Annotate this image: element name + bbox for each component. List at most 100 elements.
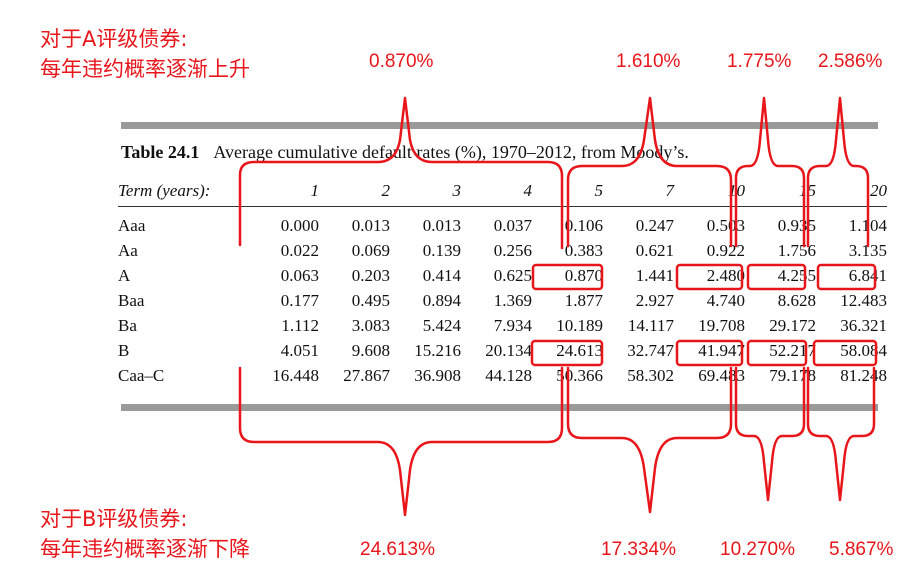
rating-label: Aa bbox=[118, 241, 138, 260]
rate-cell: 0.037 bbox=[493, 216, 532, 235]
lower-brace bbox=[566, 366, 733, 514]
table-top-rule bbox=[121, 122, 878, 129]
rate-cell: 4.051 bbox=[280, 341, 319, 360]
upper-brace bbox=[566, 96, 733, 248]
a-rating-note: 对于A评级债券: 每年违约概率逐渐上升 bbox=[40, 24, 250, 84]
rate-cell: 9.608 bbox=[351, 341, 390, 360]
rate-cell: 0.894 bbox=[422, 291, 461, 310]
lower-brace bbox=[806, 366, 876, 502]
rate-cell: 16.448 bbox=[272, 366, 319, 385]
rating-label: B bbox=[118, 341, 130, 360]
highlight-box bbox=[675, 263, 744, 291]
rating-label: Baa bbox=[118, 291, 145, 310]
rate-cell: 7.934 bbox=[493, 316, 532, 335]
a-rating-note-subtitle: 每年违约概率逐渐上升 bbox=[40, 57, 250, 81]
highlight-box bbox=[816, 263, 877, 291]
term-header: Term (years): bbox=[118, 181, 211, 200]
rate-cell: 0.063 bbox=[280, 266, 319, 285]
rate-cell: 0.247 bbox=[635, 216, 674, 235]
rate-cell: 0.177 bbox=[280, 291, 319, 310]
highlight-box bbox=[746, 263, 807, 291]
a-rating-note-title: 对于A评级债券: bbox=[40, 27, 188, 51]
term-cell: 2 bbox=[381, 181, 391, 200]
default-rate-table: Term (years): 1 2 3 4 5 7 10 15 20 Aaa 0.… bbox=[118, 176, 887, 388]
highlight-box bbox=[530, 339, 604, 367]
rate-cell: 10.189 bbox=[556, 316, 603, 335]
rate-cell: 1.369 bbox=[493, 291, 532, 310]
rate-cell: 0.000 bbox=[280, 216, 319, 235]
rate-cell: 0.203 bbox=[351, 266, 390, 285]
rate-cell: 2.480 bbox=[706, 266, 745, 285]
table-title: Table 24.1 Average cumulative default rat… bbox=[121, 142, 689, 163]
rate-cell: 4.740 bbox=[706, 291, 745, 310]
table-label: Table 24.1 bbox=[121, 142, 200, 162]
highlight-box bbox=[812, 339, 878, 367]
table-caption: Average cumulative default rates (%), 19… bbox=[213, 142, 689, 162]
table-row: B 4.051 9.608 15.216 20.134 24.613 32.747 41.94… bbox=[118, 338, 887, 363]
a-increment-label: 1.775% bbox=[727, 51, 792, 72]
rate-cell: 0.013 bbox=[351, 216, 390, 235]
rate-cell: 0.106 bbox=[564, 216, 603, 235]
a-increment-label: 0.870% bbox=[369, 51, 434, 72]
rate-cell: 0.870 bbox=[564, 266, 603, 285]
upper-brace bbox=[734, 96, 806, 248]
rate-cell: 3.083 bbox=[351, 316, 390, 335]
term-cell: 3 bbox=[452, 181, 462, 200]
rating-label: A bbox=[118, 266, 131, 285]
rate-cell: 6.841 bbox=[848, 266, 887, 285]
rate-cell: 2.927 bbox=[635, 291, 674, 310]
b-increment-label: 5.867% bbox=[829, 539, 894, 560]
rate-cell: 52.217 bbox=[769, 341, 816, 360]
term-cell: 7 bbox=[665, 181, 675, 200]
rate-cell: 19.708 bbox=[698, 316, 745, 335]
rate-cell: 41.947 bbox=[698, 341, 745, 360]
b-rating-note-title: 对于B评级债券: bbox=[40, 507, 188, 531]
rate-cell: 4.255 bbox=[777, 266, 816, 285]
rate-cell: 1.112 bbox=[281, 316, 319, 335]
rate-cell: 0.256 bbox=[493, 241, 532, 260]
rate-cell: 1.756 bbox=[777, 241, 816, 260]
rate-cell: 69.483 bbox=[698, 366, 745, 385]
rate-cell: 36.321 bbox=[840, 316, 887, 335]
term-cell: 20 bbox=[870, 181, 887, 200]
rate-cell: 29.172 bbox=[769, 316, 816, 335]
rate-cell: 15.216 bbox=[414, 341, 461, 360]
upper-brace bbox=[238, 96, 564, 250]
term-cell: 5 bbox=[594, 181, 604, 200]
table-row: Baa 0.177 0.495 0.894 1.369 1.877 2.927 4.740 8.… bbox=[118, 288, 887, 313]
rate-cell: 0.935 bbox=[777, 216, 816, 235]
rate-cell: 0.022 bbox=[280, 241, 319, 260]
rate-cell: 3.135 bbox=[848, 241, 887, 260]
b-rating-note: 对于B评级债券: 每年违约概率逐渐下降 bbox=[40, 504, 250, 564]
highlight-box bbox=[746, 339, 808, 367]
b-rating-note-subtitle: 每年违约概率逐渐下降 bbox=[40, 537, 250, 561]
rating-label: Caa–C bbox=[118, 366, 165, 385]
rate-cell: 0.625 bbox=[493, 266, 532, 285]
rating-label: Aaa bbox=[118, 216, 146, 235]
rate-cell: 1.441 bbox=[635, 266, 674, 285]
rate-cell: 0.013 bbox=[422, 216, 461, 235]
rate-cell: 0.069 bbox=[351, 241, 390, 260]
table-row: Caa–C 16.448 27.867 36.908 44.128 50.366 58.30… bbox=[118, 363, 887, 388]
rate-cell: 36.908 bbox=[414, 366, 461, 385]
rate-cell: 1.877 bbox=[564, 291, 603, 310]
lower-brace bbox=[238, 366, 564, 517]
rating-label: Ba bbox=[118, 316, 137, 335]
a-increment-label: 2.586% bbox=[818, 51, 883, 72]
rate-cell: 8.628 bbox=[777, 291, 816, 310]
rate-cell: 0.414 bbox=[422, 266, 461, 285]
rate-cell: 24.613 bbox=[556, 341, 603, 360]
term-cell: 1 bbox=[310, 181, 320, 200]
rate-cell: 12.483 bbox=[840, 291, 887, 310]
rate-cell: 5.424 bbox=[422, 316, 461, 335]
rate-cell: 58.302 bbox=[627, 366, 674, 385]
table-row: Ba 1.112 3.083 5.424 7.934 10.189 14.117 19.708… bbox=[118, 313, 887, 338]
b-increment-label: 10.270% bbox=[720, 539, 796, 560]
b-increment-label: 17.334% bbox=[601, 539, 677, 560]
b-increment-label: 24.613% bbox=[360, 539, 436, 560]
rate-cell: 32.747 bbox=[627, 341, 674, 360]
table-bottom-rule bbox=[121, 404, 878, 411]
rate-cell: 81.248 bbox=[840, 366, 887, 385]
lower-brace bbox=[734, 366, 806, 502]
